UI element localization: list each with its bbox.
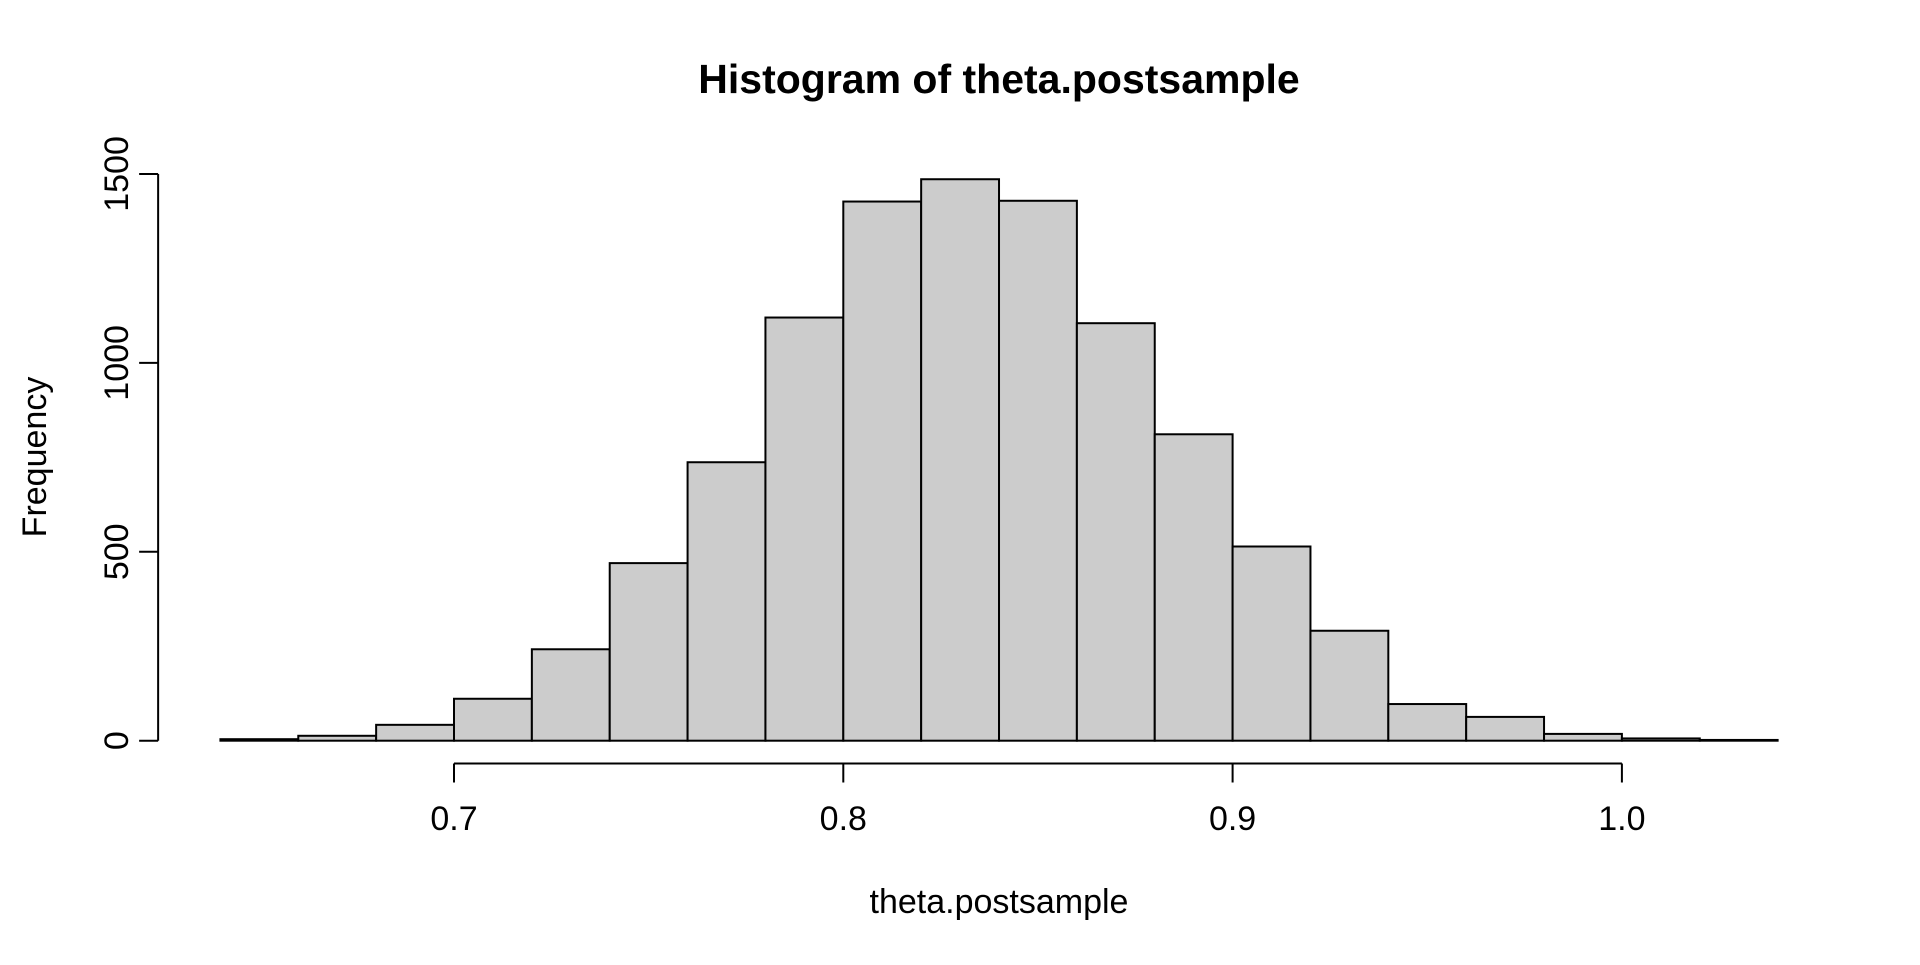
histogram-bar: [453, 697, 533, 742]
y-tick-label: 500: [98, 523, 136, 580]
chart-title: Histogram of theta.postsample: [698, 56, 1299, 102]
histogram-bar: [1543, 732, 1623, 742]
histogram-bar: [1075, 322, 1156, 742]
x-tick-label: 1.0: [1598, 800, 1645, 838]
histogram-bar: [998, 199, 1078, 742]
x-tick-label: 0.8: [820, 800, 867, 838]
histogram-bar: [1231, 545, 1312, 742]
histogram-bar: [530, 648, 611, 742]
histogram-bar: [686, 461, 767, 742]
histogram-bar: [375, 723, 456, 742]
y-axis-label: Frequency: [16, 377, 54, 538]
histogram-bar: [1620, 737, 1701, 742]
axes: 0 500 1000 1500 0.7 0.8 0.9 1.0: [98, 136, 1646, 838]
histogram-bar: [1387, 703, 1468, 742]
x-axis-label: theta.postsample: [870, 883, 1129, 921]
histogram-bars: [219, 178, 1779, 742]
histogram-bar: [842, 200, 923, 742]
y-tick-label: 1000: [98, 325, 136, 401]
histogram-bar: [219, 738, 300, 742]
histogram-bar: [297, 734, 378, 742]
histogram-bar: [920, 178, 1001, 742]
histogram-bar: [764, 316, 845, 742]
histogram-bar: [1465, 715, 1546, 742]
y-tick-label: 0: [98, 731, 136, 750]
histogram-bar: [608, 562, 689, 742]
histogram-bar: [1153, 433, 1234, 742]
y-tick-label: 1500: [98, 136, 136, 212]
histogram-bar: [1698, 738, 1779, 742]
x-tick-label: 0.9: [1209, 800, 1256, 838]
x-tick-label: 0.7: [430, 800, 477, 838]
histogram-bar: [1309, 629, 1390, 742]
